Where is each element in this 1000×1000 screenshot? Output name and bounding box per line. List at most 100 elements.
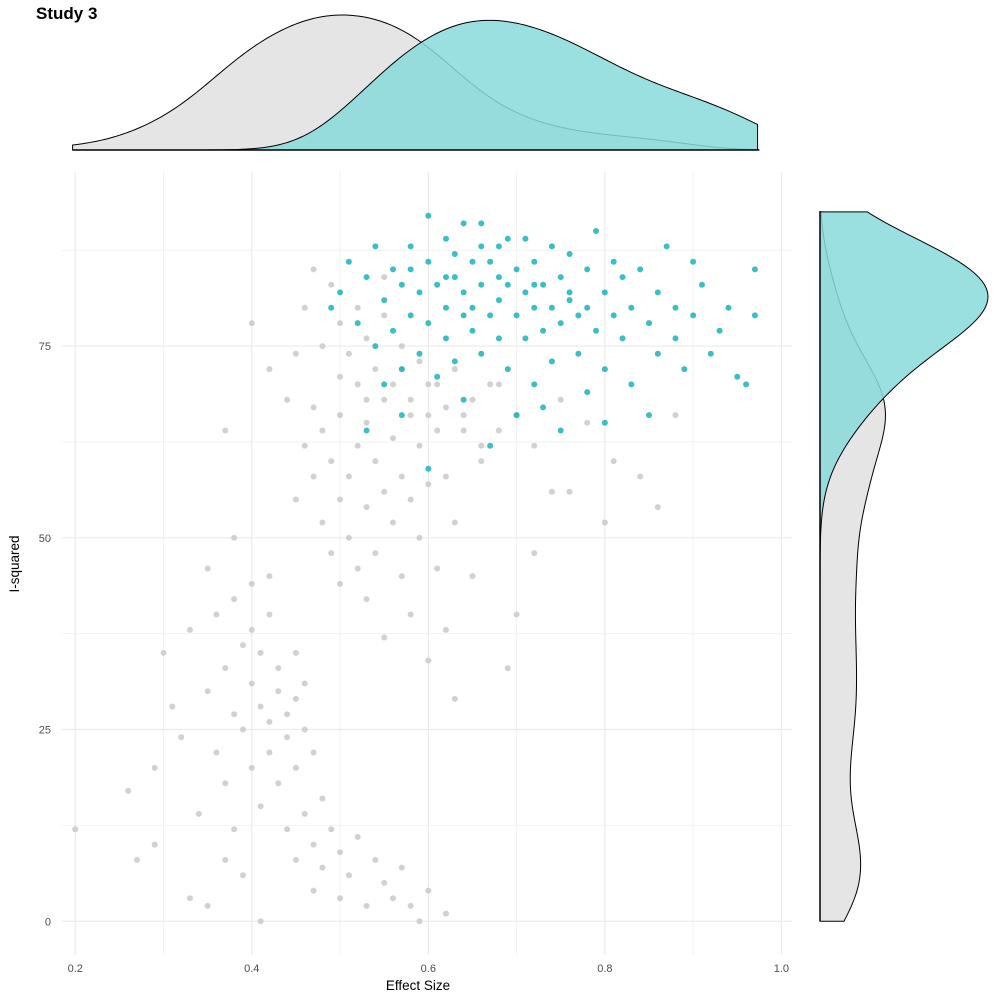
scatter-point: [301, 304, 308, 311]
scatter-point: [257, 803, 264, 810]
scatter-point: [425, 258, 432, 265]
scatter-point: [381, 488, 388, 495]
scatter-point: [672, 335, 679, 342]
scatter-point: [601, 419, 608, 426]
scatter-point: [328, 458, 335, 465]
scatter-point: [478, 350, 485, 357]
scatter-point: [469, 573, 476, 580]
scatter-point: [222, 665, 229, 672]
scatter-point: [442, 304, 449, 311]
scatter-point: [381, 381, 388, 388]
scatter-point: [690, 258, 697, 265]
scatter-point: [434, 427, 441, 434]
scatter-point: [531, 550, 538, 557]
scatter-point: [213, 611, 220, 618]
scatter-point: [469, 327, 476, 334]
scatter-point: [566, 488, 573, 495]
scatter-point: [557, 396, 564, 403]
scatter-point: [310, 266, 317, 273]
right-marginal-density: [819, 211, 989, 922]
scatter-point: [442, 274, 449, 281]
scatter-point: [372, 550, 379, 557]
scatter-point: [487, 442, 494, 449]
scatter-point: [451, 519, 458, 526]
scatter-point: [390, 381, 397, 388]
scatter-point: [601, 289, 608, 296]
scatter-point: [407, 243, 414, 250]
scatter-point: [372, 343, 379, 350]
scatter-point: [372, 366, 379, 373]
scatter-point: [478, 281, 485, 288]
chart-title: Study 3: [36, 4, 98, 23]
scatter-point: [213, 749, 220, 756]
scatter-point: [292, 649, 299, 656]
scatter-point: [319, 343, 326, 350]
scatter-point: [610, 458, 617, 465]
scatter-point: [513, 611, 520, 618]
scatter-point: [239, 726, 246, 733]
scatter-point: [451, 358, 458, 365]
scatter-point: [381, 634, 388, 641]
scatter-point: [469, 258, 476, 265]
scatter-point: [337, 320, 344, 327]
scatter-point: [363, 504, 370, 511]
scatter-point: [751, 312, 758, 319]
scatter-point: [310, 841, 317, 848]
scatter-point: [363, 902, 370, 909]
scatter-point: [619, 335, 626, 342]
scatter-point: [460, 427, 467, 434]
scatter-point: [284, 826, 291, 833]
scatter-point: [407, 396, 414, 403]
scatter-point: [442, 626, 449, 633]
scatter-point: [540, 327, 547, 334]
scatter-point: [593, 228, 600, 235]
scatter-point: [186, 895, 193, 902]
scatter-point: [451, 695, 458, 702]
scatter-point: [248, 626, 255, 633]
scatter-point: [248, 320, 255, 327]
scatter-point: [531, 281, 538, 288]
x-tick-label: 0.4: [244, 963, 259, 975]
scatter-point: [425, 320, 432, 327]
scatter-point: [416, 442, 423, 449]
scatter-point: [504, 366, 511, 373]
scatter-point: [160, 649, 167, 656]
scatter-point: [292, 856, 299, 863]
scatter-point: [337, 373, 344, 380]
scatter-point: [231, 711, 238, 718]
scatter-point: [637, 473, 644, 480]
scatter-point: [663, 243, 670, 250]
scatter-point: [495, 381, 502, 388]
scatter-point: [337, 580, 344, 587]
scatter-point: [654, 350, 661, 357]
y-tick-label: 25: [39, 725, 51, 737]
scatter-point: [566, 297, 573, 304]
scatter-point: [363, 427, 370, 434]
scatter-point: [575, 350, 582, 357]
scatter-point: [690, 312, 697, 319]
scatter-point: [513, 312, 520, 319]
scatter-point: [178, 734, 185, 741]
scatter-point: [195, 810, 202, 817]
scatter-point: [398, 366, 405, 373]
scatter-point: [646, 412, 653, 419]
scatter-point: [398, 281, 405, 288]
scatter-point: [390, 435, 397, 442]
scatter-point: [381, 879, 388, 886]
scatter-point: [478, 442, 485, 449]
scatter-point: [345, 350, 352, 357]
scatter-point: [451, 251, 458, 258]
scatter-point: [681, 366, 688, 373]
scatter-point: [646, 320, 653, 327]
scatter-point: [231, 534, 238, 541]
scatter-point: [248, 580, 255, 587]
scatter-point: [610, 258, 617, 265]
scatter-point: [619, 274, 626, 281]
scatter-point: [548, 304, 555, 311]
scatter-point: [637, 266, 644, 273]
scatter-point: [372, 243, 379, 250]
scatter-point: [257, 649, 264, 656]
scatter-point: [345, 872, 352, 879]
scatter-point: [390, 519, 397, 526]
